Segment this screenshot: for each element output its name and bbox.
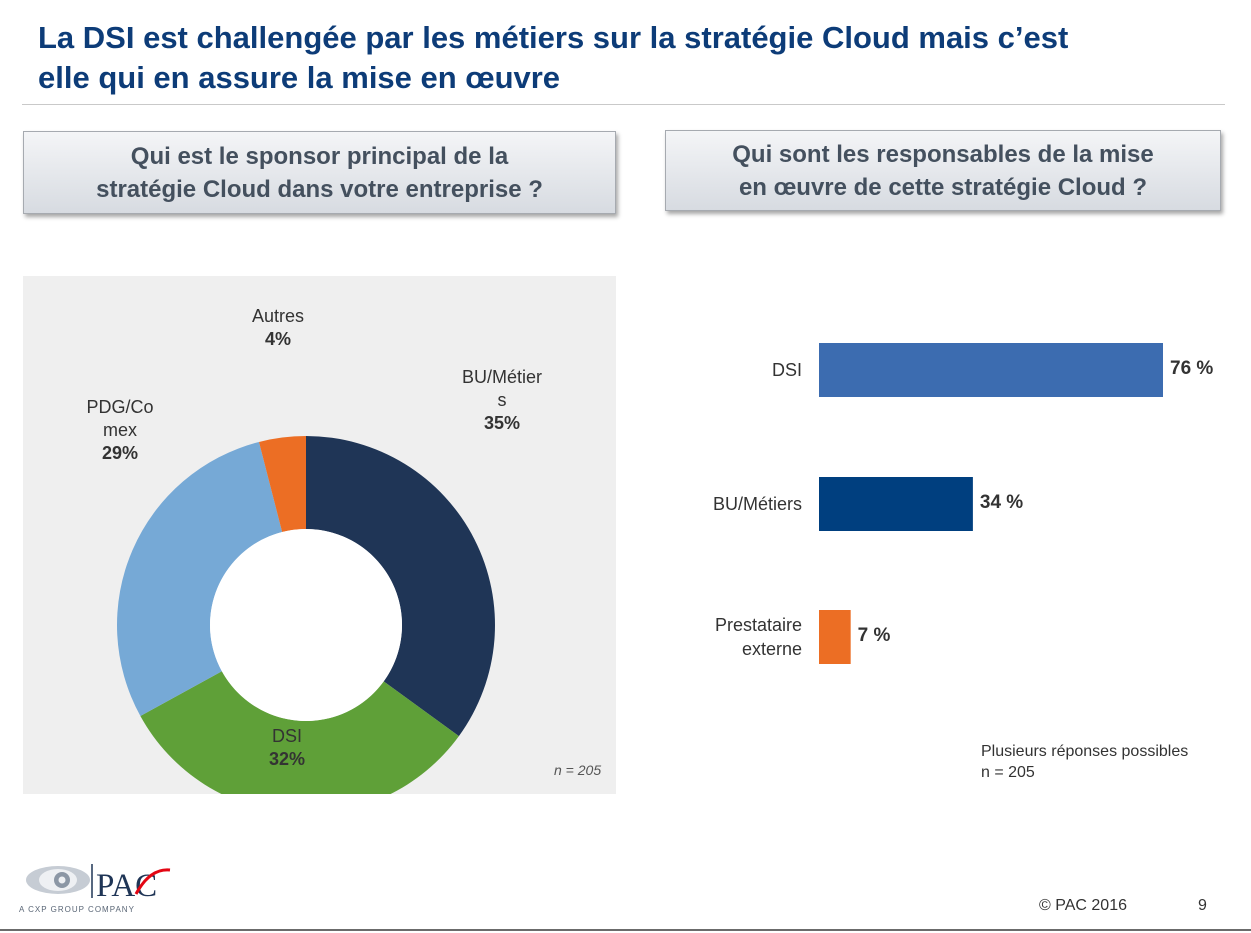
responsables-question-line2: en œuvre de cette stratégie Cloud ? — [738, 173, 1148, 201]
donut-label-bu-metiers: BU/Métier s 35% — [432, 366, 572, 435]
slide-title: La DSI est challengée par les métiers su… — [38, 18, 1228, 98]
bar-value-prestataire: 7 % — [857, 625, 891, 646]
sponsor-question-box: Qui est le sponsor principal de la strat… — [23, 131, 616, 214]
donut-label-dsi: DSI 32% — [227, 725, 347, 771]
multiple-answers-line: Plusieurs réponses possibles — [981, 743, 1189, 760]
bar-category-prestataire: Prestataire externe — [642, 613, 802, 661]
logo-swoosh — [134, 868, 171, 895]
donut-value-pdg: 29% — [101, 443, 139, 463]
copyright: © PAC 2016 — [1039, 897, 1127, 914]
donut-label-pdg-line1: PDG/Co — [86, 397, 154, 417]
donut-label-bu-line1: BU/Métier — [461, 367, 542, 387]
bar-category-prestataire-line2: externe — [741, 639, 802, 659]
responsables-sample-size: n = 205 — [981, 764, 1035, 781]
donut-hole — [210, 529, 402, 721]
donut-slice-autres — [259, 436, 306, 533]
sponsor-question-line2: stratégie Cloud dans votre entreprise ? — [96, 175, 543, 203]
bar-value-bu-metiers: 34 % — [979, 492, 1024, 513]
bar-category-bu-metiers: BU/Métiers — [642, 492, 802, 516]
donut-slice-pdg-comex — [117, 441, 283, 717]
donut-label-pdg-line2: mex — [102, 420, 137, 440]
bar-chart — [819, 343, 1163, 664]
bar-value-dsi: 76 % — [1170, 358, 1214, 379]
responsables-question-line1: Qui sont les responsables de la mise — [732, 140, 1154, 168]
logo-wordmark: PAC — [96, 868, 157, 904]
bar-category-bu-line1: BU/Métiers — [712, 494, 802, 514]
donut-slice-bu-metiers — [306, 436, 495, 737]
bar-prestataire — [819, 610, 851, 664]
sponsor-sample-size: n = 205 — [554, 762, 602, 778]
pac-logo: PAC — [26, 864, 171, 904]
page-number: 9 — [1198, 897, 1207, 914]
responsables-question-box: Qui sont les responsables de la mise en … — [665, 130, 1221, 211]
donut-value-bu: 35% — [483, 413, 521, 433]
bar-category-prestataire-line1: Prestataire — [714, 615, 802, 635]
donut-label-dsi-line1: DSI — [271, 726, 302, 746]
multiple-answers-note: Plusieurs réponses possibles n = 205 — [981, 741, 1188, 783]
donut-label-autres-line1: Autres — [251, 306, 305, 326]
donut-value-autres: 4% — [264, 329, 291, 349]
logo-tagline: A CXP GROUP COMPANY — [19, 905, 135, 914]
slide-title-line1: La DSI est challengée par les métiers su… — [38, 20, 1069, 55]
donut-chart-panel — [23, 276, 616, 794]
title-divider — [22, 104, 1225, 105]
donut-label-autres: Autres 4% — [228, 305, 328, 351]
donut-label-pdg-comex: PDG/Co mex 29% — [60, 396, 180, 465]
donut-value-dsi: 32% — [268, 749, 306, 769]
slide-title-line2: elle qui en assure la mise en œuvre — [38, 60, 561, 95]
donut-label-bu-line2: s — [497, 390, 507, 410]
donut-slice-dsi — [140, 671, 459, 794]
eye-icon — [26, 866, 90, 894]
bar-category-dsi-line1: DSI — [771, 360, 802, 380]
donut-chart — [117, 436, 495, 794]
bar-category-dsi: DSI — [642, 358, 802, 382]
sponsor-question-line1: Qui est le sponsor principal de la — [130, 142, 509, 170]
footer-rule — [0, 929, 1251, 931]
bar-dsi — [819, 343, 1163, 397]
bar-bu-metiers — [819, 477, 973, 531]
